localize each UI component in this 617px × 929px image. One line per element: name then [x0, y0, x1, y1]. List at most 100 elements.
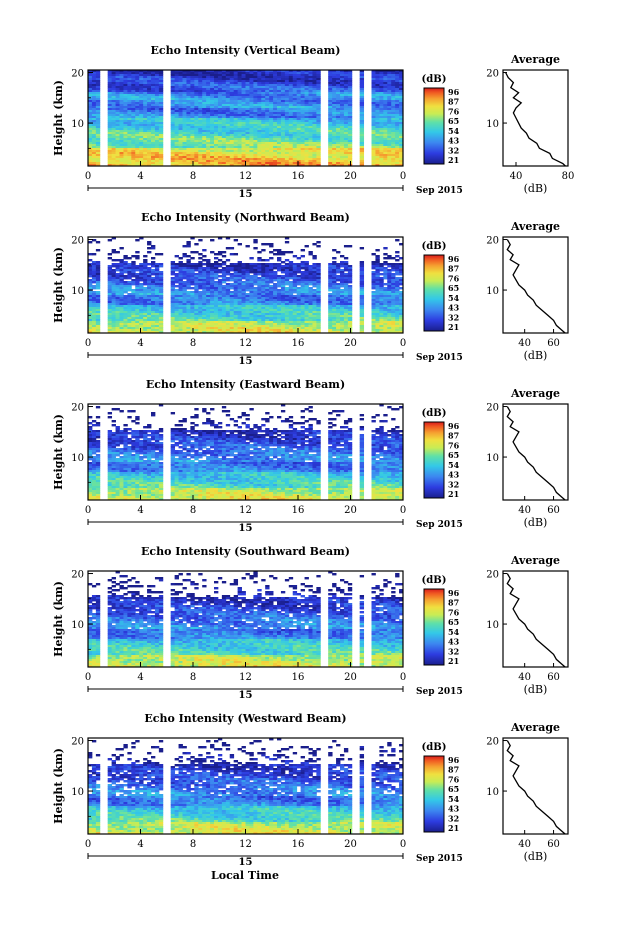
heatmap-cell — [245, 108, 250, 111]
heatmap-cell — [178, 76, 183, 79]
heatmap-cell — [308, 106, 313, 109]
heatmap-cell — [300, 116, 305, 119]
heatmap-cell — [221, 74, 227, 77]
heatmap-cell — [225, 94, 231, 97]
heatmap-cell — [111, 88, 116, 91]
heatmap-cell — [217, 90, 223, 93]
heatmap-cell — [88, 110, 93, 113]
heatmap-cell — [273, 96, 278, 99]
heatmap-cell — [257, 80, 262, 83]
heatmap-cell — [265, 102, 270, 105]
heatmap-cell — [304, 94, 309, 97]
heatmap-cell — [375, 114, 380, 117]
heatmap-cell — [343, 116, 349, 119]
heatmap-cell — [182, 92, 187, 95]
heatmap-cell — [107, 82, 113, 85]
x-tick-label: 16 — [292, 171, 305, 182]
heatmap-cell — [387, 106, 392, 109]
heatmap-cell — [217, 100, 223, 103]
heatmap-cell — [111, 86, 116, 89]
heatmap-cell — [261, 78, 266, 81]
heatmap-cell — [292, 116, 298, 119]
heatmap-cell — [347, 96, 353, 99]
heatmap-cell — [198, 82, 203, 85]
heatmap-cell — [336, 88, 341, 91]
heatmap-cell — [217, 253, 223, 256]
heatmap-cell — [284, 94, 290, 97]
heatmap-cell — [233, 98, 239, 101]
heatmap-cell — [273, 267, 278, 270]
heatmap-cell — [88, 82, 93, 85]
heatmap-cell — [296, 283, 302, 286]
heatmap-cell — [202, 255, 207, 258]
average-x-tick-label: 40 — [510, 171, 523, 182]
heatmap-cell — [371, 114, 376, 117]
heatmap-cell — [202, 72, 207, 75]
heatmap-cell — [284, 86, 290, 89]
heatmap-cell — [202, 76, 207, 79]
heatmap-cell — [316, 90, 321, 93]
heatmap-cell — [135, 96, 140, 99]
heatmap-cell — [277, 98, 282, 101]
heatmap-cell — [206, 112, 211, 115]
heatmap-cell — [316, 74, 321, 77]
heatmap-cell — [131, 114, 136, 117]
heatmap-cell — [139, 76, 144, 79]
heatmap-cell — [296, 78, 302, 81]
heatmap-cell — [257, 90, 262, 93]
heatmap-cell — [210, 104, 215, 107]
heatmap-cell — [154, 78, 160, 81]
heatmap-cell — [387, 112, 392, 115]
heatmap-cell — [221, 98, 227, 101]
heatmap-cell — [273, 82, 278, 85]
heatmap-cell — [186, 80, 191, 83]
heatmap-cell — [158, 104, 164, 107]
heatmap-cell — [391, 70, 396, 73]
heatmap-cell — [170, 106, 176, 109]
heatmap-cell — [300, 94, 305, 97]
heatmap-cell — [359, 102, 365, 105]
heatmap-cell — [379, 98, 384, 101]
heatmap-cell — [88, 78, 93, 81]
heatmap-cell — [399, 110, 404, 113]
heatmap-cell — [158, 92, 164, 95]
heatmap-cell — [328, 100, 333, 103]
heatmap-cell — [186, 118, 191, 121]
heatmap-cell — [174, 76, 179, 79]
heatmap-cell — [347, 112, 353, 115]
heatmap-cell — [383, 277, 388, 280]
heatmap-cell — [383, 84, 388, 87]
heatmap-cell — [249, 76, 254, 79]
heatmap-cell — [391, 114, 396, 117]
x-tick-label: 12 — [239, 171, 252, 182]
heatmap-cell — [127, 116, 132, 119]
heatmap-cell — [210, 110, 215, 113]
heatmap-cell — [312, 96, 317, 99]
heatmap-cell — [198, 96, 203, 99]
heatmap-cell — [127, 84, 132, 87]
heatmap-cell — [245, 96, 250, 99]
heatmap-cell — [170, 86, 176, 89]
heatmap-cell — [379, 74, 384, 77]
heatmap-cell — [214, 88, 219, 91]
heatmap-cell — [312, 104, 317, 107]
heatmap-cell — [198, 74, 203, 77]
heatmap-cell — [111, 92, 116, 95]
heatmap-cell — [316, 72, 321, 75]
heatmap-cell — [174, 88, 179, 91]
heatmap-cell — [241, 96, 246, 99]
heatmap-cell — [178, 80, 183, 83]
heatmap-cell — [111, 76, 116, 79]
heatmap-cell — [395, 100, 400, 103]
heatmap-cell — [249, 70, 254, 73]
heatmap-cell — [312, 100, 317, 103]
heatmap-cell — [111, 116, 116, 119]
heatmap-cell — [174, 114, 179, 117]
heatmap-cell — [308, 100, 313, 103]
heatmap-cell — [233, 84, 239, 87]
heatmap-cell — [91, 74, 97, 77]
heatmap-cell — [127, 112, 132, 115]
heatmap-cell — [127, 78, 132, 81]
heatmap-cell — [186, 106, 191, 109]
heatmap-cell — [395, 94, 400, 97]
